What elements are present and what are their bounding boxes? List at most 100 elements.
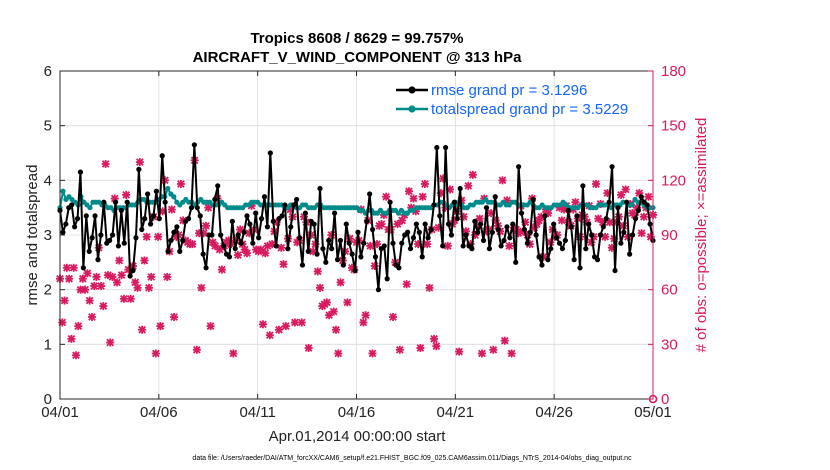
obs-count-marker [58, 318, 67, 327]
obs-count-marker [67, 334, 76, 343]
plot-area [56, 70, 658, 404]
chart-title: Tropics 8608 / 8629 = 99.757% [250, 30, 463, 47]
data-point-rmse [86, 248, 92, 254]
obs-count-marker [489, 345, 498, 354]
data-point-rmse [273, 243, 279, 249]
data-point-rmse [92, 213, 98, 219]
data-point-rmse [405, 229, 411, 235]
obs-count-marker [236, 225, 245, 234]
obs-count-marker [167, 205, 176, 214]
obs-count-marker [361, 311, 370, 320]
data-point-rmse [340, 262, 346, 268]
data-point-rmse [568, 224, 574, 230]
data-point-rmse [188, 205, 195, 211]
obs-count-marker [119, 294, 128, 303]
data-point-rmse [364, 218, 370, 224]
data-point-rmse [133, 235, 139, 241]
data-point-rmse [375, 287, 382, 293]
obs-count-marker [343, 298, 352, 307]
data-point-rmse [235, 232, 241, 238]
y-tick-label: 3 [44, 227, 52, 244]
data-point-rmse [232, 246, 238, 252]
data-point-totalspread [87, 205, 93, 211]
data-point-rmse [107, 237, 113, 244]
obs-count-marker [81, 285, 90, 294]
data-point-rmse [624, 199, 630, 205]
obs-count-marker [420, 179, 429, 188]
obs-count-marker [83, 269, 92, 278]
obs-count-marker [265, 331, 274, 340]
data-point-rmse [200, 251, 206, 257]
data-point-rmse [69, 202, 75, 208]
data-point-rmse [358, 254, 364, 260]
data-point-rmse [516, 164, 522, 170]
legend-marker-totalspread [408, 105, 416, 113]
obs-count-marker [65, 274, 74, 283]
obs-count-marker [138, 325, 147, 334]
data-point-rmse [486, 246, 493, 252]
data-point-rmse [112, 199, 119, 205]
obs-count-marker [144, 283, 153, 292]
data-point-rmse [410, 235, 417, 241]
data-point-rmse [472, 218, 478, 224]
obs-count-marker [477, 349, 486, 358]
data-point-rmse [542, 213, 548, 219]
y-axis-left: 0 1 2 3 4 5 6 [44, 63, 65, 408]
obs-count-marker [279, 260, 288, 269]
x-tick-label: 04/11 [239, 404, 275, 421]
obs-count-marker [122, 190, 131, 199]
data-point-rmse [460, 243, 466, 249]
legend-label-rmse: rmse grand pr = 3.1296 [431, 82, 587, 99]
data-point-rmse [425, 235, 431, 241]
y-right-tick-label: 150 [661, 118, 686, 135]
data-point-totalspread [171, 194, 177, 200]
data-point-rmse [434, 144, 440, 151]
y-tick-label: 5 [44, 118, 52, 135]
data-point-rmse [121, 240, 127, 246]
data-point-rmse [218, 232, 224, 238]
obs-count-marker [571, 198, 580, 207]
y-right-tick-label: 180 [661, 63, 686, 80]
data-point-rmse [498, 243, 504, 249]
data-point-totalspread [165, 185, 171, 192]
data-point-rmse [171, 229, 177, 235]
data-point-rmse [507, 235, 513, 241]
chart-subtitle: AIRCRAFT_V_WIND_COMPONENT @ 313 hPa [193, 49, 523, 66]
obs-count-marker [594, 214, 603, 223]
obs-count-marker [74, 322, 83, 331]
obs-count-marker [151, 349, 160, 358]
data-point-rmse [159, 153, 165, 159]
data-point-rmse [536, 254, 542, 260]
data-point-rmse [580, 183, 586, 189]
data-point-rmse [583, 246, 589, 252]
data-point-rmse [480, 237, 487, 244]
data-point-rmse [118, 207, 124, 213]
obs-count-marker [322, 298, 331, 307]
obs-count-marker [591, 179, 600, 188]
y-right-tick-label: 90 [661, 227, 678, 244]
data-point-rmse [513, 259, 519, 265]
data-point-rmse [346, 240, 352, 246]
obs-count-marker [106, 338, 115, 347]
data-point-rmse [440, 243, 446, 249]
data-point-rmse [530, 196, 536, 203]
y-right-tick-label: 30 [661, 336, 678, 353]
obs-count-marker [290, 318, 299, 327]
data-point-rmse [294, 196, 300, 203]
data-point-rmse [413, 221, 419, 227]
legend: rmse grand pr = 3.1296 totalspread grand… [396, 82, 628, 118]
data-point-rmse [60, 229, 66, 235]
obs-count-marker [163, 272, 172, 281]
data-point-rmse [565, 207, 571, 213]
obs-count-marker [425, 283, 434, 292]
obs-count-marker [368, 349, 377, 358]
x-axis: 04/01 04/06 04/11 04/16 04/21 04/26 05/01 [41, 71, 672, 421]
data-point-rmse [367, 191, 373, 197]
obs-count-marker [85, 296, 94, 305]
data-point-rmse [89, 235, 95, 241]
data-point-rmse [244, 213, 250, 219]
data-point-rmse [311, 221, 317, 227]
obs-count-marker [206, 322, 215, 331]
data-point-rmse [387, 199, 393, 205]
data-point-rmse [241, 229, 247, 235]
